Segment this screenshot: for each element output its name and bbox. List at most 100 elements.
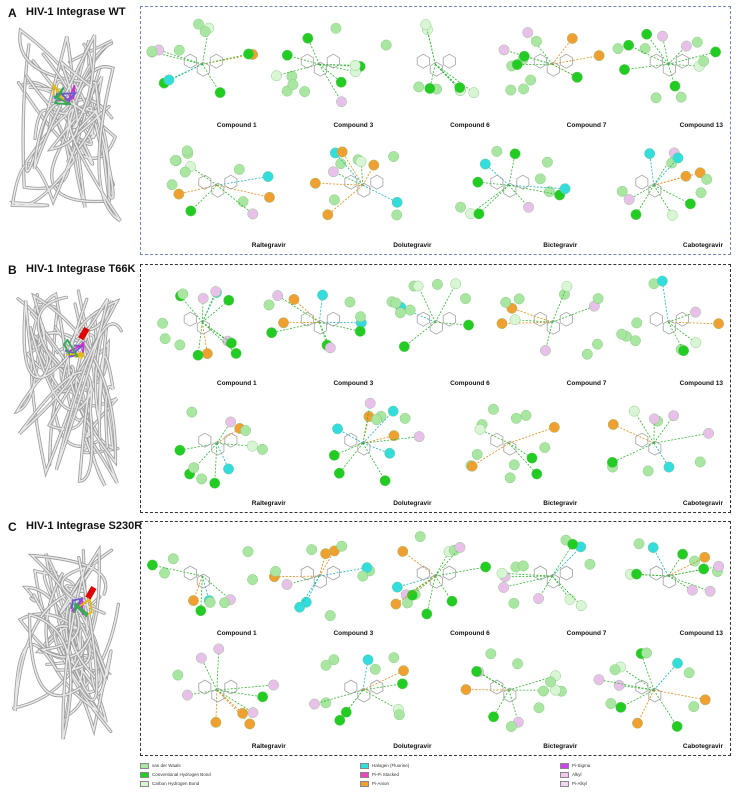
ligand-stick [66, 352, 85, 360]
residue-node [530, 35, 542, 47]
residue-node [344, 296, 355, 308]
ligand-interaction-diagram: Cabotegravir [581, 639, 727, 753]
residue-node [619, 64, 631, 75]
legend-swatch [360, 780, 369, 787]
residue-node [703, 427, 715, 439]
residue-node [676, 91, 687, 103]
protein-structure-a [2, 20, 134, 232]
legend-item: Conventional Hydrogen Bond [140, 771, 211, 779]
residue-node [450, 278, 462, 290]
residue-node [695, 166, 706, 178]
residue-node [496, 318, 508, 329]
residue-node [369, 663, 381, 675]
residue-node [247, 208, 259, 219]
residue-node [340, 706, 352, 718]
residue-node [185, 205, 197, 216]
residue-node [177, 288, 189, 300]
residue-node [240, 424, 251, 436]
residue-node [399, 341, 410, 352]
residue-node [331, 422, 343, 434]
panel-letter-b: B [8, 263, 17, 277]
residue-node [192, 349, 204, 361]
residue-node [242, 546, 254, 557]
legend-label: Pi-Pi Stacked [372, 772, 400, 777]
legend-swatch [140, 780, 149, 787]
legend-label: Carbon Hydrogen Bond [152, 781, 200, 786]
residue-node [549, 684, 561, 696]
residue-node [199, 26, 211, 37]
compound-label: Compound 3 [333, 629, 374, 637]
legend-label: Alkyl [572, 772, 582, 777]
residue-node [466, 460, 478, 472]
residue-node [671, 720, 683, 732]
residue-node [571, 71, 583, 83]
legend-swatch [360, 771, 369, 778]
residue-node [387, 150, 399, 162]
residue-node [305, 544, 317, 556]
legend-item: Carbon Hydrogen Bond [140, 780, 199, 788]
residue-node [629, 405, 640, 417]
residue-node [159, 567, 170, 579]
residue-node [623, 193, 635, 205]
residue-node [695, 456, 706, 467]
ligand-interaction-diagram: Raltegravir [144, 389, 290, 510]
ligand-interaction-diagram: Compound 13 [610, 525, 727, 639]
residue-node [287, 79, 298, 90]
residue-node [392, 581, 403, 593]
residue-node [298, 86, 310, 97]
residue-node [663, 461, 675, 472]
legend-item: Pi-Alkyl [560, 780, 587, 788]
residue-node [609, 663, 621, 675]
residue-node [685, 197, 697, 209]
residue-node [335, 540, 347, 552]
residue-node [264, 191, 275, 203]
residue-node [669, 80, 681, 92]
residue-node [688, 700, 700, 712]
compound-label: Dolutegravir [393, 500, 432, 507]
residue-node [510, 412, 522, 424]
residue-node [186, 406, 198, 418]
residue-node [630, 208, 642, 220]
residue-node [379, 474, 391, 486]
residue-node [324, 610, 336, 621]
residue-node [354, 325, 366, 337]
residue-node [537, 685, 549, 696]
residue-node [651, 92, 662, 104]
residue-node [539, 345, 551, 356]
ligand-interaction-diagram: Dolutegravir [290, 639, 436, 753]
compound-label: Compound 13 [679, 121, 723, 129]
ligand-interaction-diagram: Bictegravir [436, 639, 582, 753]
ligand-stick [70, 597, 83, 614]
residue-node [404, 304, 416, 316]
residue-node [667, 209, 678, 221]
residue-node [167, 553, 179, 565]
residue-node [496, 567, 508, 579]
residue-node [672, 657, 684, 669]
interaction-legend: van der Waals Conventional Hydrogen Bond C… [140, 762, 700, 798]
residue-node [334, 714, 345, 726]
residue-node [505, 720, 517, 732]
residue-node [657, 30, 669, 42]
residue-node [484, 647, 496, 659]
residue-node [197, 293, 209, 304]
residue-node [172, 669, 184, 680]
residue-node [695, 186, 707, 198]
residue-node [355, 155, 367, 167]
ligand-stick [73, 601, 89, 618]
residue-node [413, 81, 425, 93]
residue-node [402, 597, 414, 609]
residue-node [169, 154, 181, 166]
residue-node [309, 177, 321, 189]
residue-node [561, 281, 573, 292]
residue-node [713, 318, 725, 330]
residue-node [454, 201, 466, 213]
legend-label: Conventional Hydrogen Bond [152, 772, 211, 777]
residue-node [247, 706, 259, 718]
residue-node [616, 328, 628, 340]
residue-node [384, 447, 395, 459]
residue-node [308, 698, 320, 709]
legend-label: Halogen (Fluorine) [372, 763, 410, 768]
ribbon-drawing [8, 27, 122, 223]
residue-node [454, 542, 466, 553]
compound-label: Compound 3 [333, 121, 374, 129]
